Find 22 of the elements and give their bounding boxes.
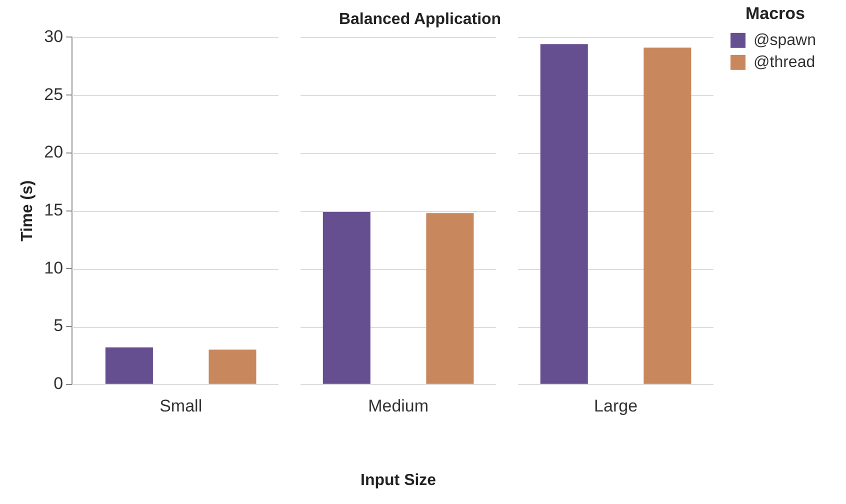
bar bbox=[105, 347, 153, 384]
y-tick-label: 10 bbox=[44, 258, 64, 278]
y-tick-label: 15 bbox=[44, 200, 64, 220]
y-axis-title: Time (s) bbox=[19, 180, 36, 242]
bar bbox=[208, 350, 256, 384]
x-axis-title: Input Size bbox=[360, 472, 436, 489]
chart-title: Balanced Application bbox=[338, 11, 502, 28]
legend-label: @spawn bbox=[754, 32, 816, 49]
legend-title: Macros bbox=[745, 4, 806, 24]
legend-label: @thread bbox=[754, 54, 816, 71]
bar bbox=[644, 48, 692, 384]
y-tick-label: 5 bbox=[54, 316, 64, 336]
x-tick-label: Small bbox=[160, 396, 202, 416]
x-tick-label: Large bbox=[594, 396, 638, 416]
bar bbox=[540, 44, 588, 384]
x-tick-label: Medium bbox=[368, 396, 429, 416]
y-tick-label: 0 bbox=[54, 374, 64, 394]
y-tick-label: 30 bbox=[44, 26, 64, 46]
y-tick-label: 20 bbox=[44, 142, 64, 162]
bar bbox=[322, 212, 370, 384]
y-tick-label: 25 bbox=[44, 84, 64, 104]
bar bbox=[426, 213, 474, 384]
